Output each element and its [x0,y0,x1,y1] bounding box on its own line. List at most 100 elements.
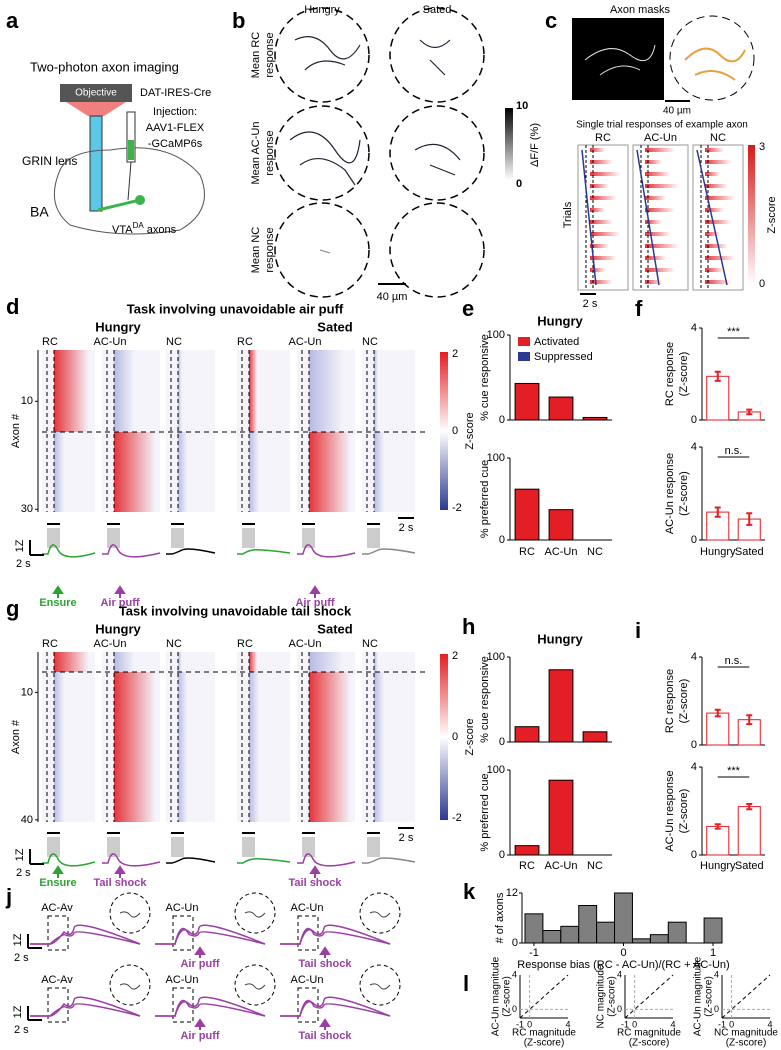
label: NC [166,336,182,348]
heatmap [166,350,215,512]
label: AC-Av [41,974,73,986]
error-bar [746,714,753,726]
trace [362,548,416,555]
label: AC-Un [290,974,323,986]
stimulus-arrow [114,585,126,598]
raster-row [645,172,671,176]
label: (Z-score) [502,976,513,1017]
bar [582,731,608,743]
label: n.s. [725,445,743,457]
raster-row [645,208,676,212]
label: RC [519,546,535,558]
mask-outline [669,15,755,101]
colorbar [505,108,513,180]
label: AC-Un response [664,453,676,534]
unity-line [624,974,674,1019]
panel-letter: e [462,296,474,321]
label: GRIN lens [22,154,77,168]
panel-letter: h [462,614,475,639]
label: 40 µm [663,106,691,117]
inset-axon [244,911,266,918]
heat-block [374,672,385,822]
raster-row [590,208,606,212]
trace [280,927,391,945]
stimulus-arrow [114,865,126,878]
label: NC [362,638,378,650]
label: Z-score [464,718,476,755]
trace [30,931,141,945]
label: Sated [735,860,764,872]
error-bar [714,370,721,382]
trial-raster [632,144,689,291]
cue-window [47,528,60,548]
setup-illustration [53,84,205,235]
panel-letter: g [6,596,19,621]
y-tick-label: 0 [691,414,697,426]
x-tick-label: 4 [767,1019,772,1029]
cue-window [242,528,255,548]
cue-window [107,528,120,548]
label: 40 µm [377,291,408,303]
label: -GCaMP6s [148,138,203,150]
y-tick-label: 4 [512,969,517,979]
label: Tail shock [299,1030,353,1042]
raster-row [590,244,609,248]
y-tick-label: 4 [714,969,719,979]
label: 1Z [12,1005,24,1018]
label: AC-Av [41,902,73,914]
histogram-bar [614,892,633,944]
label: NC [166,638,182,650]
label: (Z-score) [678,352,690,397]
label: % cue responsive [479,334,491,421]
label: (Z-score) [524,1038,565,1049]
x-tick-label: 4 [670,1019,675,1029]
y-tick-label: 0 [512,1004,517,1014]
heat-block [178,652,182,672]
label: 2 [452,650,458,662]
raster-row [705,256,736,260]
label: AC-Un magnitude [693,956,704,1036]
raster-row [645,220,663,224]
label: Sated [317,621,352,636]
bar [548,396,574,421]
lick-line [696,149,728,286]
cue-window [367,837,380,857]
heat-block [54,672,65,822]
panel-letter: f [635,296,643,321]
heat-block [114,350,135,432]
label: Hungry [700,546,736,558]
raster-row [705,232,721,236]
label: NC [587,546,603,558]
raster-row [645,196,667,200]
label: AC-Un [544,860,577,872]
label: 2 s [14,1024,29,1036]
heat-block [178,432,188,512]
label: Ensure [39,877,76,889]
cue-window [171,528,184,548]
heat-block [114,432,156,512]
bar [737,806,761,856]
label: RC [519,860,535,872]
label: 1Z [14,539,26,552]
label: AC-Un [165,974,198,986]
label: # of axons [494,892,506,943]
label: RC magnitude [617,1028,681,1039]
label: NC [710,132,726,144]
colorbar [748,145,755,285]
trace [166,857,216,864]
colorbar [440,352,448,510]
label: Air puff [180,1030,219,1042]
y-tick-label: 4 [691,651,697,663]
x-tick-label: -1 [529,947,539,959]
raster-row [645,256,667,260]
trace [166,548,216,555]
raster-row [705,244,728,248]
raster-row [705,172,721,176]
raster-row [645,160,663,164]
label: *** [727,326,741,338]
heat-block [114,652,135,672]
label: 2 [452,348,458,360]
bar [548,509,574,541]
x-tick-label: 4 [565,1019,570,1029]
